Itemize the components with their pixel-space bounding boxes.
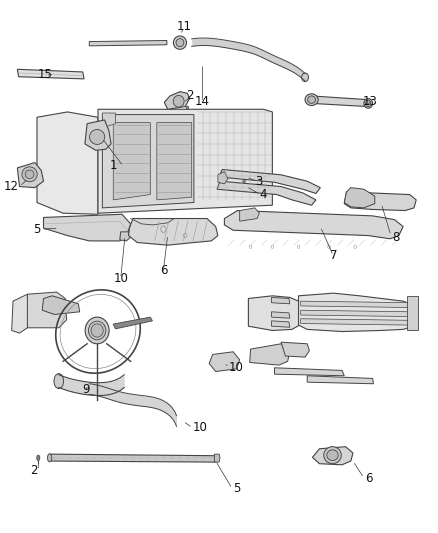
Polygon shape [272,312,290,318]
Polygon shape [307,376,374,384]
Polygon shape [272,321,290,327]
Polygon shape [49,454,216,462]
Polygon shape [299,293,417,332]
Polygon shape [128,219,218,245]
Ellipse shape [54,374,64,389]
Ellipse shape [91,324,103,337]
Polygon shape [98,109,272,213]
Text: 5: 5 [233,482,240,495]
Text: 12: 12 [4,180,19,193]
Polygon shape [157,123,192,200]
Polygon shape [248,296,300,330]
Ellipse shape [22,167,37,182]
Ellipse shape [324,447,341,464]
Text: 6: 6 [365,472,373,484]
Polygon shape [42,296,80,314]
Polygon shape [18,69,84,79]
Polygon shape [407,296,418,330]
Text: 15: 15 [37,68,52,81]
Text: 10: 10 [113,272,128,285]
Text: 14: 14 [194,95,209,108]
Ellipse shape [327,450,338,461]
Ellipse shape [305,94,318,106]
Polygon shape [214,454,220,462]
Ellipse shape [364,99,373,108]
Text: 8: 8 [392,231,399,244]
Polygon shape [281,342,309,357]
Ellipse shape [25,170,34,179]
Polygon shape [120,232,131,241]
Ellipse shape [47,454,52,462]
Polygon shape [209,352,240,372]
Polygon shape [218,172,228,184]
Ellipse shape [302,73,308,82]
Polygon shape [164,92,190,109]
Text: 10: 10 [193,422,208,434]
Polygon shape [344,192,416,211]
Polygon shape [113,317,152,329]
Polygon shape [148,228,159,237]
Ellipse shape [89,130,105,144]
Polygon shape [219,169,320,193]
Text: 2: 2 [30,464,38,477]
Text: 9: 9 [82,383,89,395]
Text: 3: 3 [255,175,262,188]
Polygon shape [240,208,259,221]
Ellipse shape [88,321,106,340]
Polygon shape [43,214,131,241]
Polygon shape [311,96,368,107]
Polygon shape [224,211,403,239]
Ellipse shape [85,317,109,344]
Polygon shape [301,319,412,325]
Polygon shape [102,115,194,208]
Polygon shape [12,294,28,333]
Polygon shape [312,447,353,465]
Polygon shape [28,292,67,328]
Text: 11: 11 [177,20,192,33]
Ellipse shape [37,455,40,461]
Polygon shape [275,368,344,376]
Ellipse shape [243,180,245,183]
Polygon shape [113,123,150,200]
Polygon shape [85,120,111,150]
Polygon shape [344,188,375,208]
Polygon shape [250,344,290,365]
Polygon shape [18,163,43,188]
Text: 1: 1 [110,159,117,172]
Ellipse shape [307,96,315,103]
Polygon shape [37,112,98,214]
Polygon shape [301,301,412,308]
Ellipse shape [173,95,184,107]
Text: 4: 4 [259,188,267,201]
Polygon shape [217,181,316,205]
Text: 13: 13 [363,95,378,108]
Text: 2: 2 [186,90,193,102]
Polygon shape [301,310,412,317]
Ellipse shape [176,39,184,47]
Ellipse shape [186,106,189,109]
Ellipse shape [366,100,371,107]
Text: 10: 10 [229,361,244,374]
Ellipse shape [173,36,187,50]
Polygon shape [272,297,290,304]
Text: 5: 5 [33,223,40,236]
Text: 7: 7 [330,249,337,262]
Polygon shape [102,113,116,128]
Text: 6: 6 [159,264,167,277]
Polygon shape [89,41,167,46]
